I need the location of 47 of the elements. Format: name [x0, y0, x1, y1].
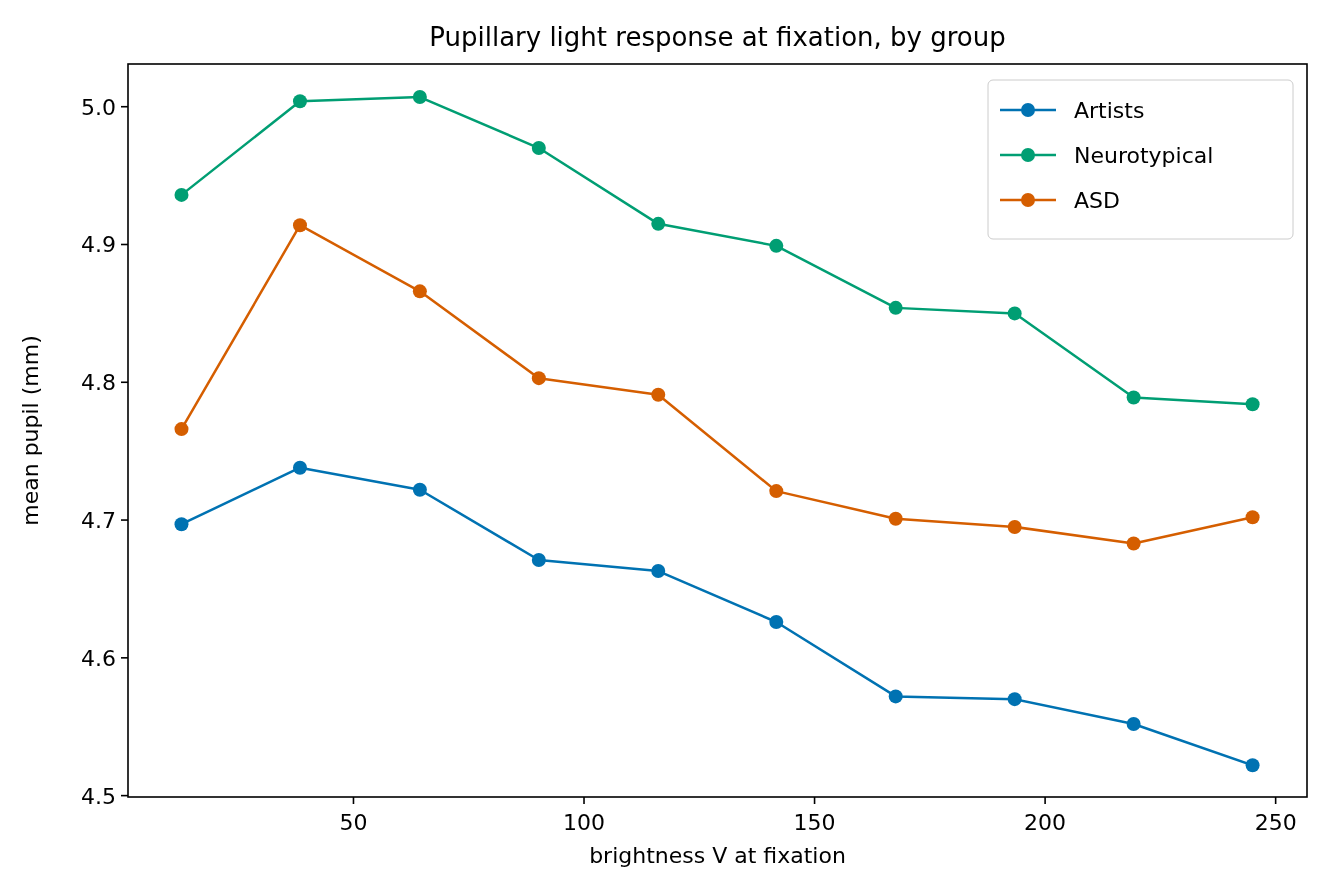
point [1126, 716, 1141, 731]
x-tick-label: 150 [793, 810, 836, 835]
point [531, 141, 546, 156]
point [292, 460, 307, 475]
point [1126, 536, 1141, 551]
point [769, 484, 784, 499]
y-axis-title: mean pupil (mm) [18, 335, 43, 526]
point [888, 689, 903, 704]
point [412, 482, 427, 497]
point [1245, 758, 1260, 773]
y-tick-label: 4.5 [81, 783, 116, 809]
point [1007, 306, 1022, 321]
x-axis-title: brightness V at fixation [589, 843, 846, 868]
y-tick-label: 4.9 [81, 232, 116, 258]
legend-label: ASD [1074, 188, 1120, 213]
point [888, 300, 903, 315]
point [651, 216, 666, 231]
point [1245, 510, 1260, 525]
point [174, 187, 189, 202]
y-tick-label: 4.6 [81, 645, 116, 671]
y-tick-label: 4.8 [81, 370, 116, 396]
point [1007, 692, 1022, 707]
point [1245, 397, 1260, 412]
point [1126, 390, 1141, 405]
point [531, 371, 546, 386]
point [531, 553, 546, 568]
point [769, 615, 784, 630]
x-tick-label: 100 [563, 810, 606, 835]
x-tick-label: 200 [1024, 810, 1067, 835]
point [412, 90, 427, 105]
point [292, 94, 307, 109]
point [412, 284, 427, 299]
legend-label: Neurotypical [1074, 143, 1214, 168]
x-tick-label: 50 [339, 810, 368, 835]
point [769, 238, 784, 253]
y-tick-label: 5.0 [81, 94, 116, 120]
point [651, 387, 666, 402]
point [174, 517, 189, 532]
point [292, 218, 307, 233]
legend-label: Artists [1074, 98, 1145, 123]
x-tick-label: 250 [1254, 810, 1297, 835]
y-tick-label: 4.7 [81, 508, 116, 534]
point [888, 511, 903, 526]
point [174, 422, 189, 437]
point [1007, 519, 1022, 534]
chart-title: Pupillary light response at fixation, by group [429, 22, 1006, 52]
point [651, 564, 666, 579]
